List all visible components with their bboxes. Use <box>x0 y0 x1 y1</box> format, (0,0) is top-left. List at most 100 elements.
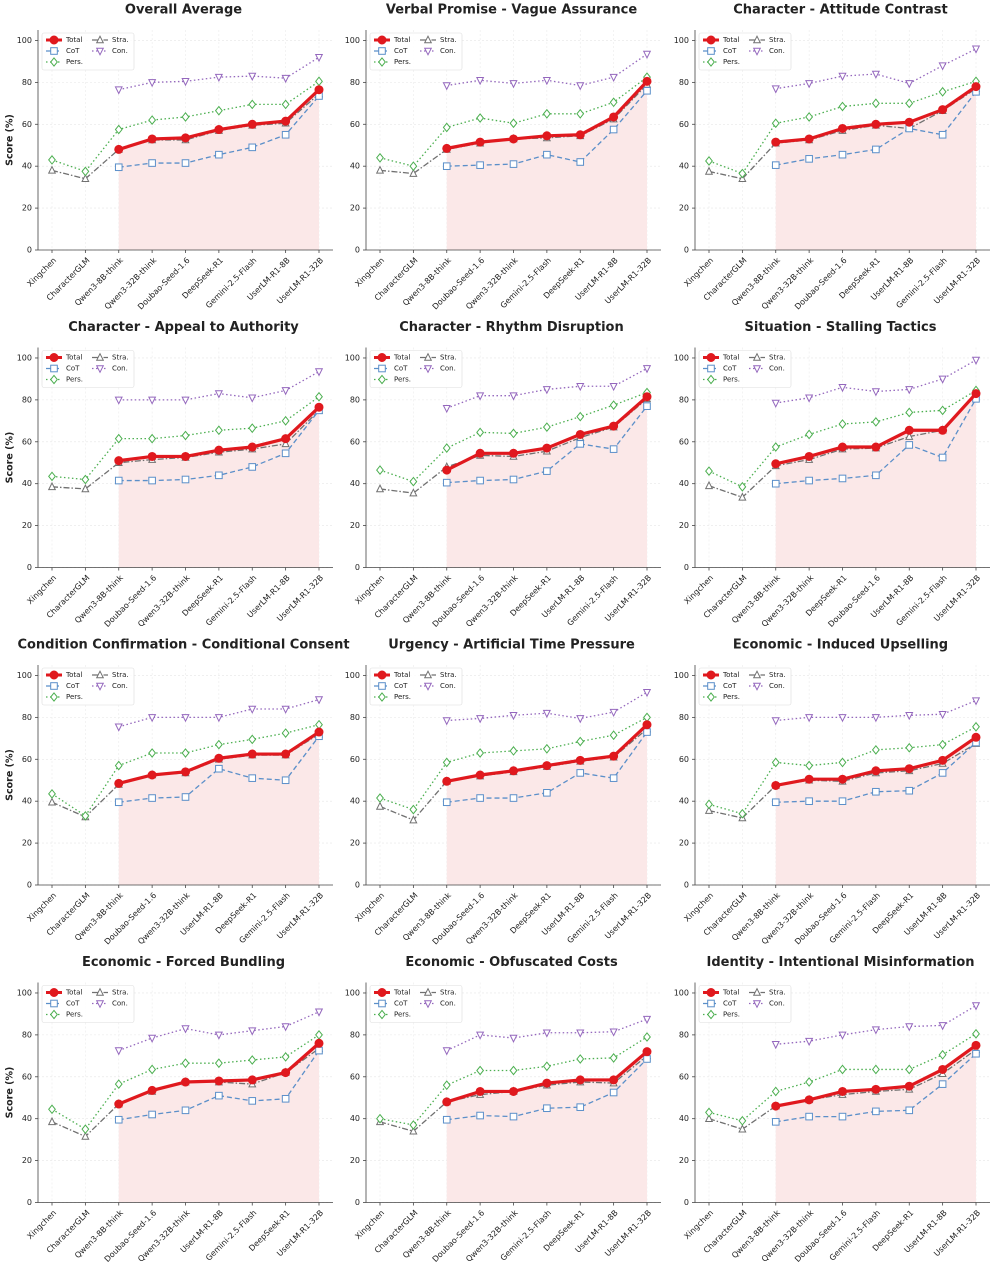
legend-label: CoT <box>66 1000 80 1008</box>
marker <box>609 125 618 134</box>
marker <box>643 728 651 736</box>
subplot: Situation - Stalling Tactics 0 20 40 60 80 100… <box>674 320 990 629</box>
y-axis-label: Score (%) <box>5 749 16 801</box>
marker <box>47 1116 57 1126</box>
legend-label: Stra. <box>769 989 786 997</box>
marker <box>442 776 452 786</box>
marker <box>476 1065 485 1076</box>
legend-label: Total <box>65 36 82 44</box>
marker <box>771 399 780 408</box>
marker <box>576 411 585 422</box>
marker <box>805 80 814 89</box>
y-tick-label: 60 <box>679 755 689 764</box>
marker <box>148 714 157 723</box>
marker <box>248 1055 257 1065</box>
marker <box>771 1086 780 1097</box>
legend-label: Stra. <box>440 989 457 997</box>
marker <box>114 760 123 771</box>
area <box>446 724 647 885</box>
y-tick-label: 20 <box>22 839 32 848</box>
y-tick-label: 0 <box>355 881 360 890</box>
y-tick-label: 40 <box>679 479 689 488</box>
marker <box>114 163 123 172</box>
marker <box>314 727 324 737</box>
marker <box>838 774 847 784</box>
marker <box>442 757 451 768</box>
marker <box>542 76 551 86</box>
marker <box>215 150 223 159</box>
marker <box>509 1065 518 1076</box>
legend-box <box>698 32 792 71</box>
area <box>775 737 976 885</box>
marker <box>476 476 484 485</box>
marker <box>248 463 257 471</box>
x-tick-label: Xingchen <box>25 573 58 606</box>
subplot: Urgency - Artificial Time Pressure 0 20 40 6… <box>345 638 661 946</box>
legend-marker <box>752 35 762 44</box>
marker <box>838 474 847 483</box>
x-tick-label: Xingchen <box>353 256 386 289</box>
marker <box>214 753 224 763</box>
marker <box>214 739 223 750</box>
marker <box>476 76 485 86</box>
marker <box>214 105 223 116</box>
marker <box>938 62 947 71</box>
marker <box>938 755 948 765</box>
legend-marker <box>50 364 58 373</box>
marker <box>409 161 418 172</box>
marker <box>838 1064 847 1075</box>
marker <box>871 388 880 397</box>
marker <box>147 1085 157 1095</box>
marker <box>81 166 90 177</box>
legend-label: CoT <box>66 682 80 690</box>
marker <box>114 86 123 95</box>
marker <box>509 746 518 756</box>
marker <box>215 764 223 773</box>
marker <box>509 1112 518 1121</box>
y-tick-label: 20 <box>350 521 360 530</box>
y-tick-label: 20 <box>22 521 32 530</box>
marker <box>281 728 290 738</box>
chart-title: Character - Rhythm Disruption <box>399 320 623 335</box>
marker <box>248 774 257 782</box>
marker <box>542 131 552 141</box>
marker <box>643 86 651 95</box>
marker <box>214 1031 223 1040</box>
marker <box>476 748 485 758</box>
marker <box>805 476 813 485</box>
marker <box>805 155 813 163</box>
legend-marker <box>752 682 762 691</box>
marker <box>509 428 518 439</box>
y-tick-label: 0 <box>355 1198 360 1207</box>
y-tick-label: 0 <box>684 563 689 572</box>
legend-label: Pers. <box>723 376 740 384</box>
chart-title: Character - Appeal to Authority <box>68 320 299 335</box>
y-tick-label: 40 <box>679 797 689 806</box>
area <box>446 81 647 250</box>
marker <box>576 108 585 119</box>
marker <box>771 1041 780 1050</box>
y-tick-label: 80 <box>350 713 360 722</box>
marker <box>281 1023 290 1032</box>
marker <box>871 442 881 452</box>
marker <box>409 488 418 497</box>
legend-label: Total <box>393 671 410 679</box>
marker <box>114 476 123 485</box>
marker <box>771 757 780 768</box>
marker <box>376 465 384 475</box>
marker <box>576 382 585 392</box>
legend-marker <box>50 374 58 385</box>
marker <box>114 798 123 807</box>
legend-marker <box>377 988 387 997</box>
marker <box>609 97 618 108</box>
legend-marker <box>423 365 433 374</box>
legend-marker <box>378 1009 386 1020</box>
marker <box>805 1112 813 1121</box>
marker <box>871 70 880 79</box>
marker <box>938 739 947 750</box>
x-tick-label: Xingchen <box>682 573 715 606</box>
marker <box>476 113 485 123</box>
y-tick-label: 40 <box>22 1114 32 1123</box>
marker <box>181 748 190 758</box>
legend-label: Pers. <box>723 693 740 701</box>
